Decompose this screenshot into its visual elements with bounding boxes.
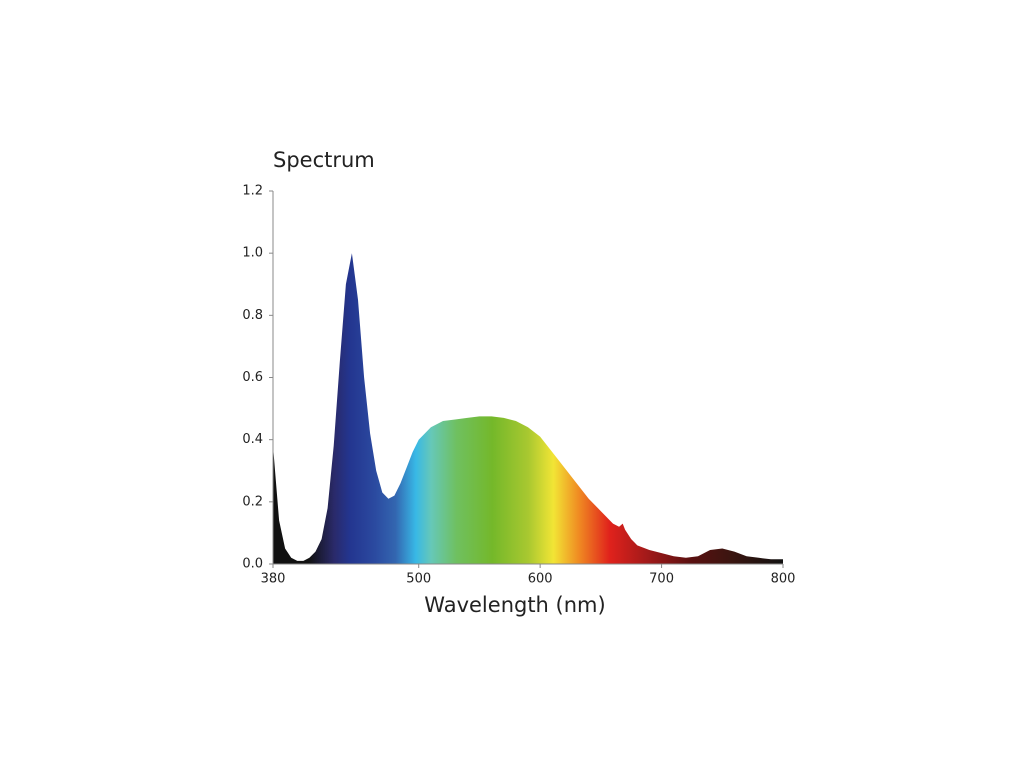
x-tick-label: 500 <box>406 572 431 587</box>
x-tick-label: 800 <box>771 572 796 587</box>
x-tick-label: 700 <box>649 572 674 587</box>
x-tick-label: 600 <box>528 572 553 587</box>
y-tick-label: 1.2 <box>242 184 263 199</box>
y-tick-label: 0.6 <box>242 370 263 385</box>
x-axis-label: Wavelength (nm) <box>424 593 605 617</box>
y-tick-label: 0.8 <box>242 308 263 323</box>
spectrum-area <box>273 253 783 564</box>
x-tick-label: 380 <box>261 572 286 587</box>
y-tick-label: 1.0 <box>242 246 263 261</box>
y-tick-label: 0.4 <box>242 432 263 447</box>
chart-title: Spectrum <box>273 148 375 172</box>
y-tick-label: 0.0 <box>242 557 263 572</box>
y-tick-label: 0.2 <box>242 494 263 509</box>
